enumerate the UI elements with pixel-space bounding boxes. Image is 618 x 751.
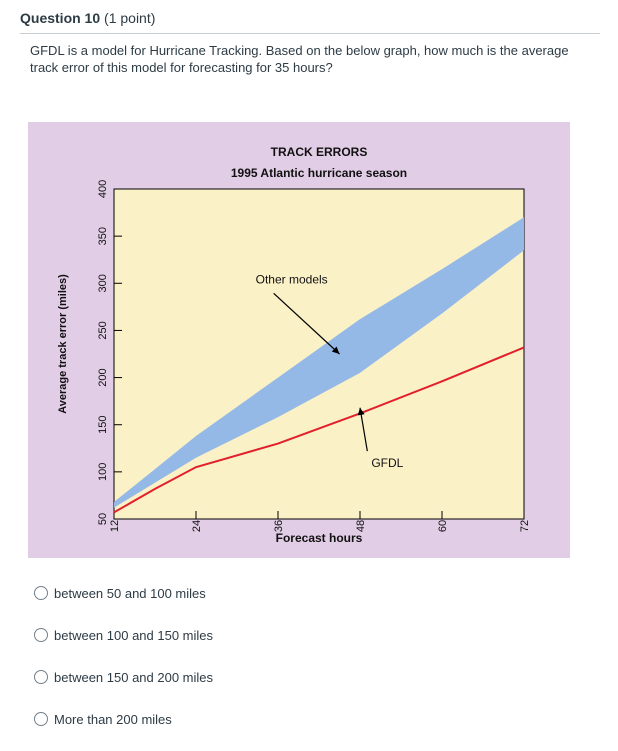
gfdl-label: GFDL (371, 456, 403, 470)
option-1-label: between 50 and 100 miles (54, 585, 206, 601)
chart-subtitle: 1995 Atlantic hurricane season (231, 166, 407, 180)
x-tick-label: 36 (273, 520, 285, 532)
y-axis-label: Average track error (miles) (57, 274, 69, 414)
header-divider (20, 33, 600, 34)
y-tick-label: 100 (97, 463, 109, 481)
annotations: Other models GFDL (256, 272, 404, 470)
y-tick-label: 50 (97, 513, 109, 525)
annotation-arrow-head (331, 346, 340, 354)
y-tick-label: 300 (97, 274, 109, 292)
chart-figure: 50 100 150 200 250 300 350 400 12 24 36 48 60 72 TRA… (28, 122, 570, 558)
option-4[interactable]: More than 200 miles (34, 709, 213, 729)
other-models-label: Other models (256, 272, 328, 286)
x-tick-label: 48 (355, 520, 367, 532)
annotation-arrow-head (357, 407, 365, 416)
annotation-arrow-line (273, 292, 340, 355)
radio-option-3[interactable] (34, 670, 48, 684)
y-tick-label: 400 (97, 180, 109, 198)
annotation-arrow-line (359, 407, 368, 452)
x-tick-label: 24 (191, 520, 203, 532)
option-1[interactable]: between 50 and 100 miles (34, 583, 213, 603)
y-tick-label: 200 (97, 368, 109, 386)
x-axis-label: Forecast hours (276, 531, 363, 545)
y-tick-label: 250 (97, 321, 109, 339)
question-points: (1 point) (104, 10, 156, 26)
option-3-label: between 150 and 200 miles (54, 669, 214, 685)
track-errors-chart: 50 100 150 200 250 300 350 400 12 24 36 48 60 72 TRA… (57, 145, 531, 545)
option-2-label: between 100 and 150 miles (54, 627, 214, 643)
radio-option-4[interactable] (34, 712, 48, 726)
x-axis: 12 24 36 48 60 72 (109, 511, 531, 532)
radio-option-1[interactable] (34, 586, 48, 600)
y-axis: 50 100 150 200 250 300 350 400 (97, 180, 122, 525)
radio-option-2[interactable] (34, 628, 48, 642)
option-3[interactable]: between 150 and 200 miles (34, 667, 213, 687)
question-title: Question 10 (1 point) (20, 10, 600, 26)
chart-title: TRACK ERRORS (271, 145, 368, 159)
question-text: GFDL is a model for Hurricane Tracking. … (30, 43, 569, 75)
question-number: Question 10 (20, 10, 101, 26)
answer-options: between 50 and 100 miles between 100 and… (34, 583, 213, 751)
option-2[interactable]: between 100 and 150 miles (34, 625, 213, 645)
y-tick-label: 150 (97, 416, 109, 434)
gfdl-line (113, 346, 525, 514)
y-tick-label: 350 (97, 227, 109, 245)
other-models-band (114, 217, 524, 508)
x-tick-label: 60 (437, 520, 449, 532)
x-tick-label: 72 (519, 520, 531, 532)
option-4-label: More than 200 miles (54, 711, 172, 727)
question-header: Question 10 (1 point) (20, 10, 600, 34)
x-tick-label: 12 (109, 520, 121, 532)
